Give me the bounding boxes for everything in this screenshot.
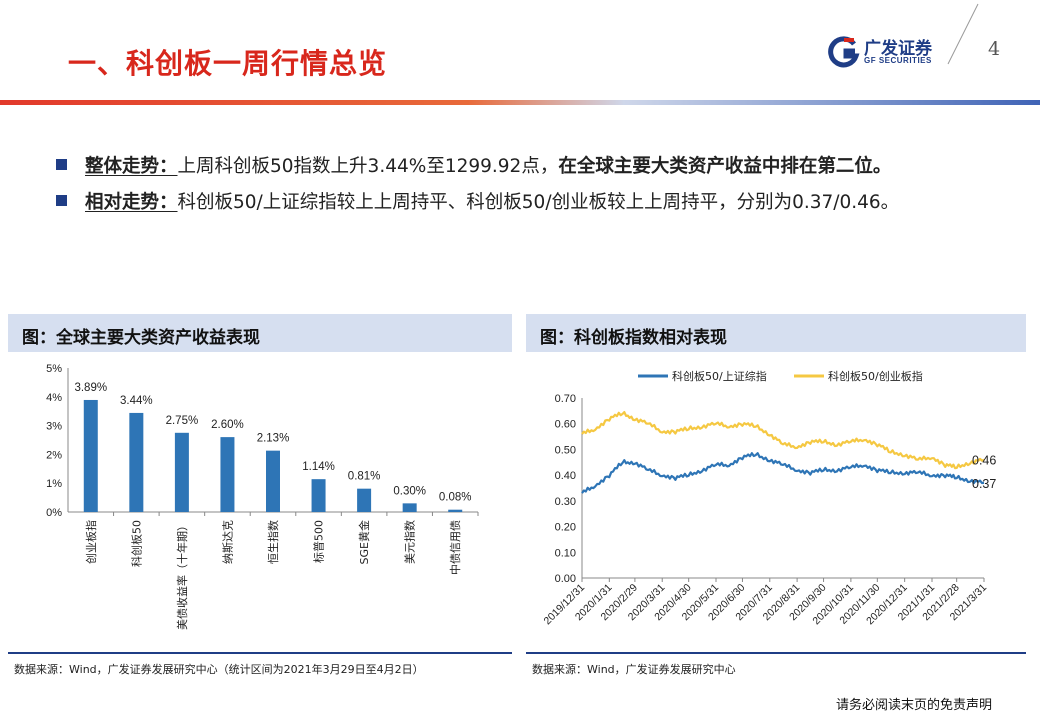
bar xyxy=(402,503,417,512)
summary-bullets: 整体走势： 上周科创板50指数上升3.44%至1299.92点， 在全球主要大类… xyxy=(56,152,899,224)
bar xyxy=(311,479,326,512)
series-line xyxy=(581,452,985,494)
y-tick-label: 0.10 xyxy=(555,547,576,559)
logo-cn-text: 广发证券 xyxy=(864,39,932,59)
bar-value-label: 2.60% xyxy=(211,419,244,431)
bar xyxy=(266,450,280,512)
bar-value-label: 0.81% xyxy=(348,471,381,483)
x-category-label: 美债收益率（十年期） xyxy=(175,520,189,630)
bar-value-label: 3.89% xyxy=(74,382,107,394)
right-data-source: 数据来源：Wind，广发证券发展研究中心 xyxy=(532,663,736,676)
bullet-key: 相对走势： xyxy=(85,192,178,213)
header-divider xyxy=(0,100,1040,105)
bullet-relative-trend: 相对走势： 科创板50/上证综指较上上周持平、科创板50/创业板较上上周持平，分… xyxy=(56,188,899,224)
asset-returns-bar-chart: 0% 1% 2% 3% 4% 5% 3.89% 创业板指 3.44% 科创板50 2.75% 美债收益… xyxy=(46,363,479,630)
x-category-label: 纳斯达克 xyxy=(221,520,234,564)
y-tick-label: 3% xyxy=(46,421,62,433)
legend-label: 科创板50/创业板指 xyxy=(828,369,923,383)
y-tick-label: 0.30 xyxy=(555,496,576,508)
y-tick-label: 0.70 xyxy=(555,393,576,405)
square-bullet-icon xyxy=(56,159,67,170)
square-bullet-icon xyxy=(56,195,67,206)
y-tick-label: 0.60 xyxy=(555,419,576,431)
bar-value-label: 1.14% xyxy=(302,461,335,473)
right-panel-divider xyxy=(526,652,1026,654)
legend-label: 科创板50/上证综指 xyxy=(672,369,767,383)
bar xyxy=(357,488,372,512)
y-tick-label: 2% xyxy=(46,449,62,461)
bar-value-label: 0.30% xyxy=(393,485,426,497)
bullet-text: 上周科创板50指数上升3.44%至1299.92点， xyxy=(177,156,559,177)
y-tick-label: 0% xyxy=(46,507,62,519)
bullet-text: 科创板50/上证综指较上上周持平、科创板50/创业板较上上周持平，分别为0.37… xyxy=(177,192,900,213)
x-category-label: 科创板50 xyxy=(129,520,143,567)
gf-logo-icon xyxy=(828,36,860,68)
bar xyxy=(83,399,98,512)
y-tick-label: 0.40 xyxy=(555,470,576,482)
bar-value-label: 2.13% xyxy=(257,433,290,445)
logo-en-text: GF SECURITIES xyxy=(864,56,932,65)
series-end-label: 0.46 xyxy=(972,454,996,468)
x-category-label: 标普500 xyxy=(312,520,326,563)
bar-value-label: 0.08% xyxy=(439,492,472,504)
bar-value-label: 3.44% xyxy=(120,395,153,407)
page-title: 一、科创板一周行情总览 xyxy=(68,47,388,80)
left-panel-divider xyxy=(8,652,512,654)
x-category-label: 创业板指 xyxy=(84,520,98,564)
left-chart-title: 图：全球主要大类资产收益表现 xyxy=(8,314,512,352)
disclaimer: 请务必阅读末页的免责声明 xyxy=(836,698,993,713)
bullet-emphasis: 在全球主要大类资产收益中排在第二位。 xyxy=(558,156,892,177)
bar xyxy=(174,432,189,512)
x-category-label: 美元指数 xyxy=(403,520,417,564)
y-tick-label: 1% xyxy=(46,478,62,490)
bar xyxy=(448,509,463,512)
y-tick-label: 0.50 xyxy=(555,444,576,456)
company-logo: 广发证券 GF SECURITIES xyxy=(828,32,958,72)
y-tick-label: 4% xyxy=(46,392,62,404)
page-number: 4 xyxy=(988,38,1001,60)
bullet-key: 整体走势： xyxy=(85,156,178,177)
x-category-label: 恒生指数 xyxy=(266,520,280,564)
series-line xyxy=(581,410,985,470)
bar xyxy=(129,412,144,512)
y-tick-label: 0.20 xyxy=(555,522,576,534)
y-tick-label: 5% xyxy=(46,363,62,375)
bar xyxy=(220,437,235,512)
x-category-label: 中债信用债 xyxy=(448,520,462,575)
series-end-label: 0.37 xyxy=(972,477,996,491)
bar-value-label: 2.75% xyxy=(166,415,199,427)
right-chart-title: 图：科创板指数相对表现 xyxy=(526,314,1026,352)
header-slash-decoration xyxy=(947,3,979,65)
relative-performance-line-chart: 0.000.100.200.300.400.500.600.702019/12/… xyxy=(541,369,996,627)
bullet-overall-trend: 整体走势： 上周科创板50指数上升3.44%至1299.92点， 在全球主要大类… xyxy=(56,152,899,188)
x-category-label: SGE黄金 xyxy=(357,520,371,564)
y-tick-label: 0.00 xyxy=(555,573,576,585)
left-data-source: 数据来源：Wind，广发证券发展研究中心（统计区间为2021年3月29日至4月2… xyxy=(14,663,424,676)
